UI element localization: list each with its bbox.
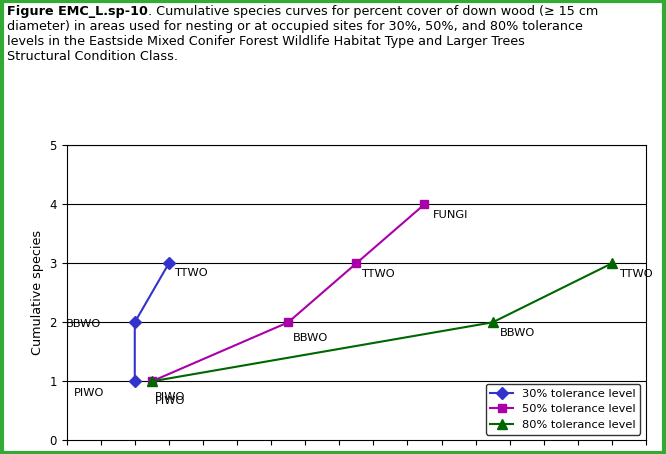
30% tolerance level [131,320,139,325]
30% tolerance level [165,261,173,266]
50% tolerance level [352,261,360,266]
Legend: 30% tolerance level, 50% tolerance level, 80% tolerance level: 30% tolerance level, 50% tolerance level… [486,384,640,434]
Text: BBWO: BBWO [65,320,101,330]
Text: PIWO: PIWO [155,392,186,402]
Text: TTWO: TTWO [362,269,395,279]
Text: PIWO: PIWO [155,396,186,406]
50% tolerance level [284,320,292,325]
50% tolerance level [148,379,156,384]
Text: BBWO: BBWO [293,333,328,343]
Text: FUNGI: FUNGI [433,210,468,220]
Text: . Cumulative species curves for percent cover of down wood (≥ 15 cm: . Cumulative species curves for percent … [148,5,598,18]
Text: diameter) in areas used for nesting or at occupied sites for 30%, 50%, and 80% t: diameter) in areas used for nesting or a… [7,5,583,63]
Text: PIWO: PIWO [74,389,104,399]
Text: TTWO: TTWO [174,268,208,278]
Line: 50% tolerance level: 50% tolerance level [148,200,429,385]
Line: 80% tolerance level: 80% tolerance level [147,258,617,386]
80% tolerance level [489,320,497,325]
Text: TTWO: TTWO [619,269,653,279]
80% tolerance level [608,261,616,266]
80% tolerance level [148,379,156,384]
Text: BBWO: BBWO [500,328,535,338]
Text: Figure EMC_L.sp-10: Figure EMC_L.sp-10 [7,5,148,18]
30% tolerance level [131,379,139,384]
50% tolerance level [420,202,428,207]
Y-axis label: Cumulative species: Cumulative species [31,230,44,355]
Line: 30% tolerance level: 30% tolerance level [131,259,173,385]
